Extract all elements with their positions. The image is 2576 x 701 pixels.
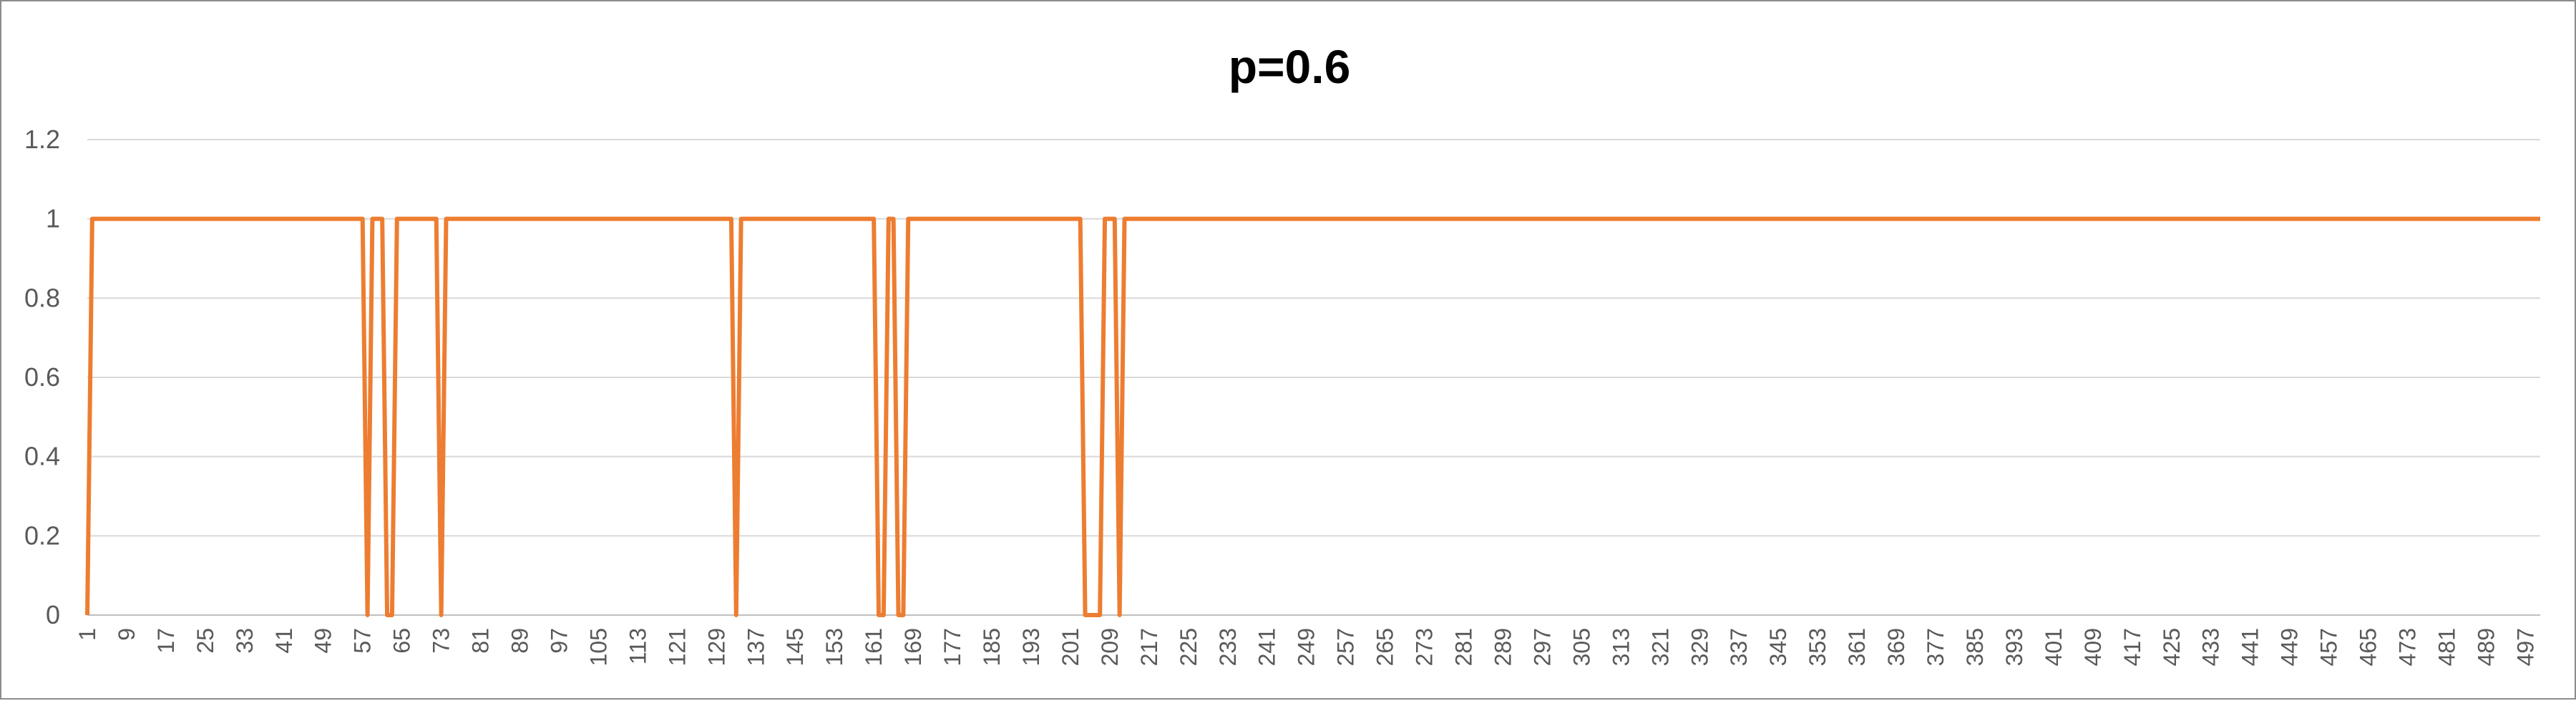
series-line [85,216,2540,617]
x-tick-label: 57 [350,628,376,654]
x-tick-label: 481 [2434,628,2459,666]
x-tick-label: 321 [1647,628,1673,666]
x-tick-label: 185 [979,628,1005,666]
x-tick-label: 473 [2395,628,2421,666]
x-tick-label: 329 [1687,628,1712,666]
x-tick-label: 25 [192,628,218,654]
x-tick-label: 393 [2001,628,2027,666]
x-tick-label: 49 [311,628,336,654]
series-layer [85,216,2540,617]
x-tick-label: 41 [271,628,297,654]
x-tick-label: 121 [664,628,690,666]
x-tick-label: 497 [2512,628,2538,666]
x-tick-label: 225 [1176,628,1201,666]
x-tick-label: 273 [1412,628,1438,666]
x-tick-label: 217 [1136,628,1162,666]
x-tick-label: 417 [2119,628,2145,666]
x-tick-label: 9 [114,628,140,641]
x-tick-label: 489 [2473,628,2499,666]
x-tick-label: 89 [507,628,533,654]
x-tick-label: 1 [74,628,100,641]
x-tick-label: 297 [1529,628,1555,666]
x-tick-label: 457 [2316,628,2342,666]
x-tick-label: 81 [468,628,494,654]
x-tick-label: 337 [1726,628,1752,666]
x-tick-label: 313 [1608,628,1634,666]
x-tick-label: 257 [1333,628,1359,666]
y-tick-label: 0.6 [24,362,60,392]
y-tick-label: 0.4 [24,442,60,471]
x-tick-label: 105 [585,628,611,666]
x-tick-label: 137 [743,628,769,666]
x-tick-label: 281 [1451,628,1477,666]
y-axis-ticks: 0 0.2 0.4 0.6 0.8 1 1.2 [24,125,60,629]
x-tick-label: 465 [2356,628,2381,666]
x-tick-label: 385 [1962,628,1988,666]
x-tick-label: 97 [546,628,572,654]
x-tick-label: 361 [1844,628,1870,666]
x-tick-label: 17 [153,628,179,654]
y-tick-label: 1 [46,204,60,233]
x-tick-label: 169 [900,628,926,666]
x-tick-label: 449 [2277,628,2303,666]
x-tick-label: 161 [861,628,887,666]
x-tick-label: 249 [1294,628,1319,666]
x-tick-label: 425 [2159,628,2185,666]
x-tick-label: 353 [1805,628,1830,666]
x-tick-label: 289 [1490,628,1516,666]
x-tick-label: 129 [703,628,729,666]
chart-title: p=0.6 [1229,40,1351,93]
x-tick-label: 193 [1018,628,1044,666]
x-axis-ticks: 1 9 17 25 33 41 49 57 65 73 81 89 97 105 113 121 129 137 1… [74,628,2538,666]
x-tick-label: 441 [2238,628,2263,666]
x-tick-label: 377 [1923,628,1948,666]
gridlines [87,139,2540,616]
x-tick-label: 233 [1215,628,1241,666]
x-tick-label: 65 [389,628,415,654]
x-tick-label: 409 [2080,628,2106,666]
x-tick-label: 433 [2198,628,2224,666]
x-tick-label: 73 [429,628,454,654]
x-tick-label: 305 [1568,628,1594,666]
x-tick-label: 201 [1058,628,1083,666]
x-tick-label: 369 [1883,628,1909,666]
x-tick-label: 177 [940,628,965,666]
x-tick-label: 33 [232,628,258,654]
x-tick-label: 145 [782,628,808,666]
y-tick-label: 1.2 [24,125,60,154]
y-tick-label: 0.2 [24,521,60,550]
x-tick-label: 241 [1254,628,1280,666]
x-tick-label: 153 [821,628,847,666]
x-tick-label: 401 [2041,628,2067,666]
x-tick-label: 113 [625,628,650,664]
x-tick-label: 209 [1097,628,1123,666]
y-tick-label: 0 [46,600,60,629]
y-tick-label: 0.8 [24,283,60,312]
x-tick-label: 345 [1765,628,1791,666]
x-tick-label: 265 [1372,628,1398,666]
